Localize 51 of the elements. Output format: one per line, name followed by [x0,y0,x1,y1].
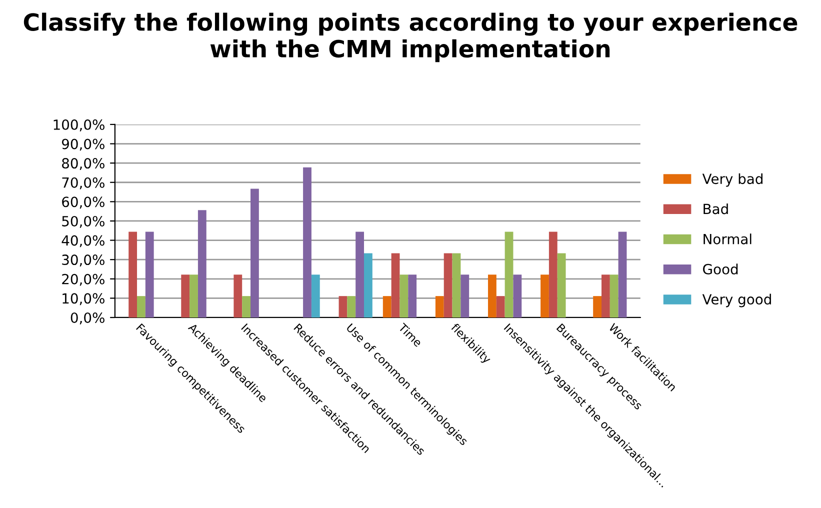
bar [452,253,461,318]
bar [557,253,566,318]
legend-label: Normal [704,234,752,244]
bar [190,274,198,318]
bar [610,274,618,318]
y-tick-label: 50,0% [62,216,104,228]
bar [250,188,259,318]
bar [408,274,417,318]
bar [137,296,146,318]
y-tick-label: 90,0% [62,138,104,151]
chart-title: Classify the following points according to your experience with the CMM implementation [24,12,798,62]
bar [347,296,356,318]
bar [382,296,392,318]
bar [548,232,558,318]
y-tick-label: 0,0% [70,312,104,324]
legend-label: Very bad [702,173,762,187]
bar [444,253,452,318]
bar [391,253,400,318]
legend-label: Very good [702,294,771,308]
bar [400,274,408,318]
bar [338,296,348,318]
y-tick-label: 30,0% [62,254,104,266]
bar [234,274,242,318]
bar [601,274,610,318]
bar [356,232,364,318]
y-tick-label: 40,0% [62,235,104,248]
bar [364,253,372,318]
bar [198,210,206,318]
bar [242,296,251,318]
bar [618,232,627,318]
bar [303,167,312,318]
bar [504,232,514,318]
bar [593,296,602,318]
y-tick-label: 10,0% [62,293,104,306]
bar [460,274,470,318]
y-tick-label: 20,0% [62,274,104,286]
bar [128,232,138,318]
bar [145,232,154,318]
bar [540,274,549,318]
legend-label: Good [703,264,738,274]
y-tick-label: 80,0% [62,158,104,170]
y-tick-label: 100,0% [54,119,104,132]
bar [181,274,190,318]
bar [513,274,522,318]
legend-label: Bad [704,203,728,214]
y-tick-label: 60,0% [62,196,104,209]
bar [435,296,444,318]
bar [496,296,505,318]
bar [488,274,496,318]
y-tick-label: 70,0% [62,177,104,190]
bar [311,274,320,318]
